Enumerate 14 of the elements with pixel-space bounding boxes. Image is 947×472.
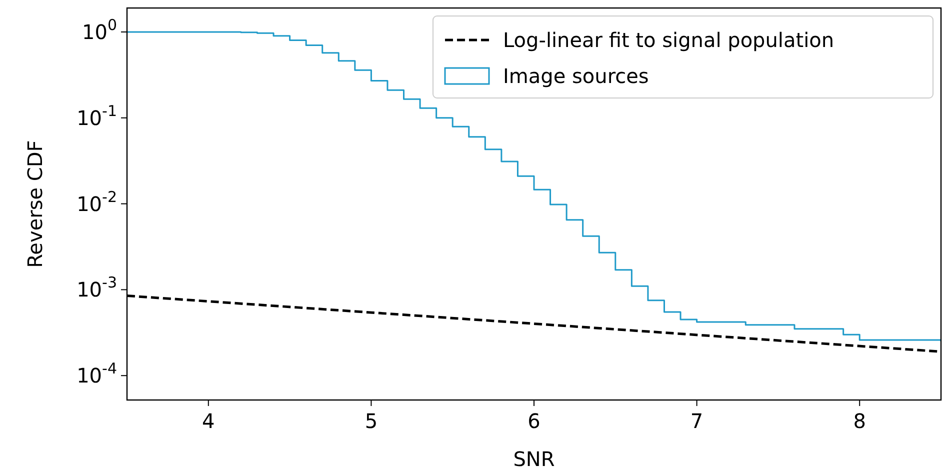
x-tick-label: 7 xyxy=(690,409,704,433)
y-tick-label: 10$^{-4}$ xyxy=(76,360,117,388)
x-tick-label: 8 xyxy=(853,409,866,433)
x-tick-label: 6 xyxy=(528,409,540,433)
y-tick-label: 10$^{-3}$ xyxy=(76,274,117,302)
x-axis-title: SNR xyxy=(513,447,555,471)
y-axis-title: Reverse CDF xyxy=(23,140,47,268)
y-tick-label: 10$^{-1}$ xyxy=(76,102,117,130)
x-tick-label: 5 xyxy=(364,409,378,433)
y-tick-label: 10$^{0}$ xyxy=(82,16,117,44)
legend-label: Image sources xyxy=(503,64,649,88)
legend-label: Log-linear fit to signal population xyxy=(503,28,834,52)
x-tick-label: 4 xyxy=(202,409,215,433)
y-tick-label: 10$^{-2}$ xyxy=(76,188,117,216)
